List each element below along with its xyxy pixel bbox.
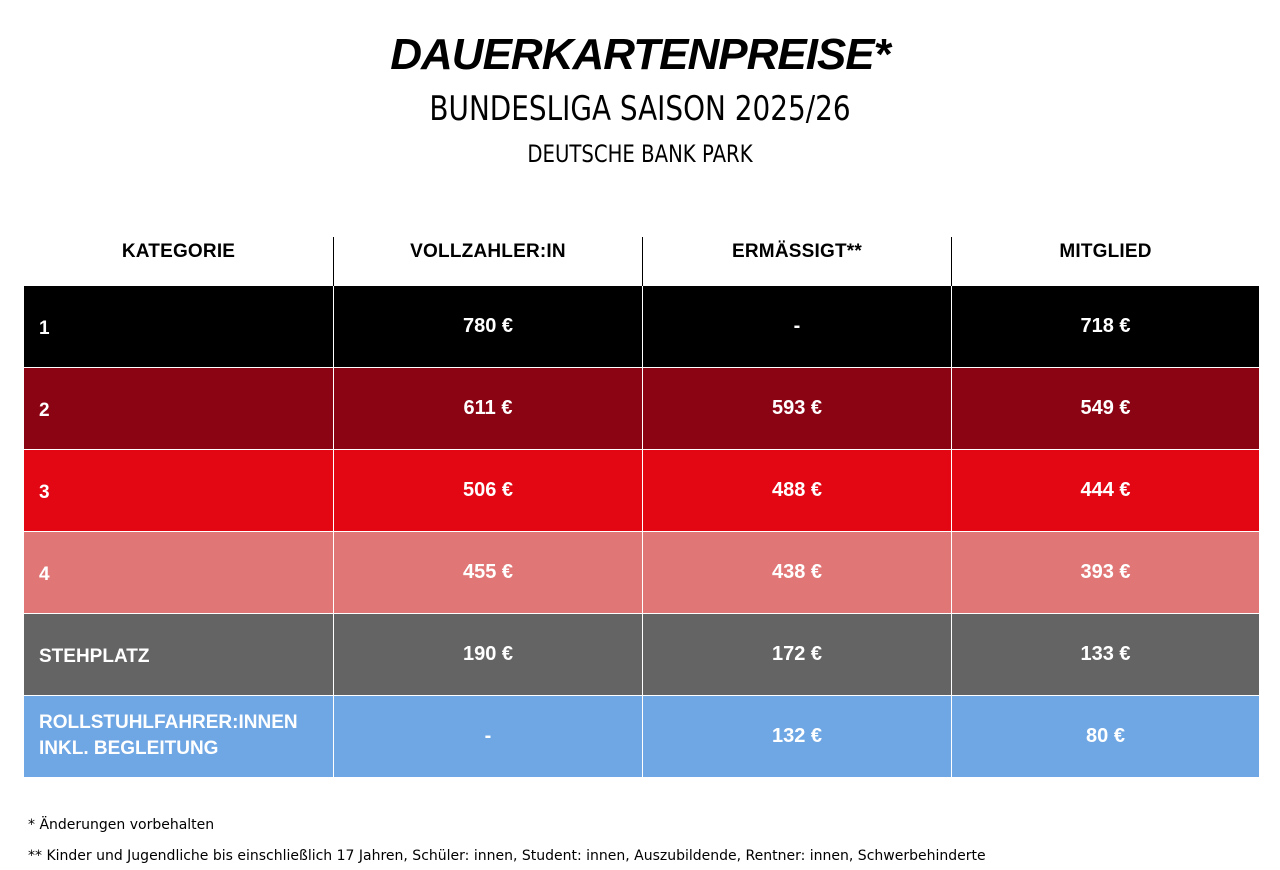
category-cell: STEHPLATZ [39, 646, 150, 667]
table-row: 3 506 € 488 € 444 € [24, 449, 1259, 531]
table-row: STEHPLATZ 190 € 172 € 133 € [24, 613, 1259, 695]
category-cell: 2 [39, 400, 50, 421]
category-cell: 3 [39, 482, 50, 503]
price-ermaessigt: 172 € [642, 614, 951, 695]
table-row: 4 455 € 438 € 393 € [24, 531, 1259, 613]
table-header: KATEGORIE VOLLZAHLER:IN ERMÄSSIGT** MITG… [24, 237, 1259, 286]
table-row: 2 611 € 593 € 549 € [24, 367, 1259, 449]
category-line: INKL. BEGLEITUNG [39, 738, 219, 759]
footnote-changes: * Änderungen vorbehalten [28, 817, 215, 833]
page-title: DAUERKARTENPREISE* [390, 30, 891, 79]
column-header-ermaessigt: ERMÄSSIGT** [642, 237, 951, 286]
price-vollzahler: 611 € [333, 368, 642, 449]
price-vollzahler: 506 € [333, 450, 642, 531]
price-ermaessigt: 438 € [642, 532, 951, 613]
table-row: 1 780 € - 718 € [24, 286, 1259, 367]
price-ermaessigt: 488 € [642, 450, 951, 531]
category-cell: ROLLSTUHLFAHRER:INNEN INKL. BEGLEITUNG [24, 696, 333, 777]
price-mitglied: 80 € [951, 696, 1259, 777]
price-mitglied: 444 € [951, 450, 1259, 531]
price-ermaessigt: 132 € [642, 696, 951, 777]
category-line: ROLLSTUHLFAHRER:INNEN [39, 712, 298, 733]
price-vollzahler: - [333, 696, 642, 777]
category-cell: 4 [39, 564, 50, 585]
price-vollzahler: 190 € [333, 614, 642, 695]
price-ermaessigt: 593 € [642, 368, 951, 449]
price-mitglied: 718 € [951, 286, 1259, 367]
price-mitglied: 549 € [951, 368, 1259, 449]
price-table: KATEGORIE VOLLZAHLER:IN ERMÄSSIGT** MITG… [24, 237, 1259, 777]
price-vollzahler: 455 € [333, 532, 642, 613]
price-vollzahler: 780 € [333, 286, 642, 367]
table-row: ROLLSTUHLFAHRER:INNEN INKL. BEGLEITUNG -… [24, 695, 1259, 777]
footnote-reduced-eligibility: ** Kinder und Jugendliche bis einschließ… [28, 848, 986, 864]
column-header-vollzahler: VOLLZAHLER:IN [333, 237, 642, 286]
page-subtitle: BUNDESLIGA SAISON 2025/26 [429, 89, 851, 129]
venue-name: DEUTSCHE BANK PARK [527, 140, 753, 168]
price-mitglied: 393 € [951, 532, 1259, 613]
column-header-kategorie: KATEGORIE [121, 241, 236, 262]
column-header-mitglied: MITGLIED [951, 237, 1259, 286]
price-mitglied: 133 € [951, 614, 1259, 695]
category-cell: 1 [39, 318, 50, 339]
price-ermaessigt: - [642, 286, 951, 367]
